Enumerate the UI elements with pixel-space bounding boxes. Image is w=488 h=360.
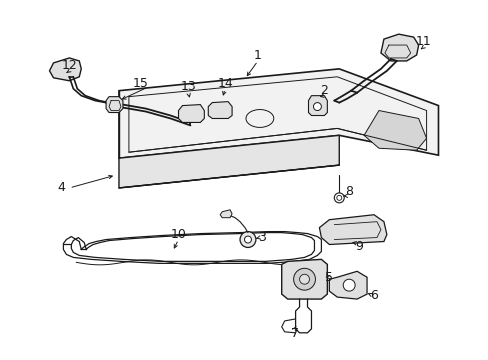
Polygon shape <box>119 69 438 158</box>
Ellipse shape <box>245 109 273 127</box>
Text: 14: 14 <box>217 77 233 90</box>
Ellipse shape <box>334 193 344 203</box>
Text: 3: 3 <box>257 231 265 244</box>
Ellipse shape <box>240 231 255 247</box>
Polygon shape <box>49 58 81 81</box>
Text: 10: 10 <box>170 228 186 241</box>
Ellipse shape <box>293 268 315 290</box>
Text: 13: 13 <box>180 80 196 93</box>
Polygon shape <box>308 96 326 116</box>
Text: 8: 8 <box>345 185 352 198</box>
Polygon shape <box>319 215 386 244</box>
Text: 11: 11 <box>415 35 430 48</box>
Text: 6: 6 <box>369 289 377 302</box>
Text: 15: 15 <box>133 77 148 90</box>
Text: 5: 5 <box>325 271 333 284</box>
Text: 12: 12 <box>61 59 77 72</box>
Polygon shape <box>328 271 366 299</box>
Text: 2: 2 <box>320 84 327 97</box>
Ellipse shape <box>299 274 309 284</box>
Text: 7: 7 <box>290 327 298 340</box>
Polygon shape <box>364 111 426 150</box>
Polygon shape <box>281 260 326 299</box>
Polygon shape <box>119 135 339 188</box>
Ellipse shape <box>244 236 251 243</box>
Polygon shape <box>106 96 122 113</box>
Polygon shape <box>380 34 418 61</box>
Polygon shape <box>178 105 204 122</box>
Text: 1: 1 <box>253 49 261 63</box>
Polygon shape <box>208 102 232 118</box>
Ellipse shape <box>313 103 321 111</box>
Text: 9: 9 <box>354 240 362 253</box>
Polygon shape <box>220 210 232 218</box>
Ellipse shape <box>343 279 354 291</box>
Ellipse shape <box>336 195 341 201</box>
Text: 4: 4 <box>58 181 65 194</box>
